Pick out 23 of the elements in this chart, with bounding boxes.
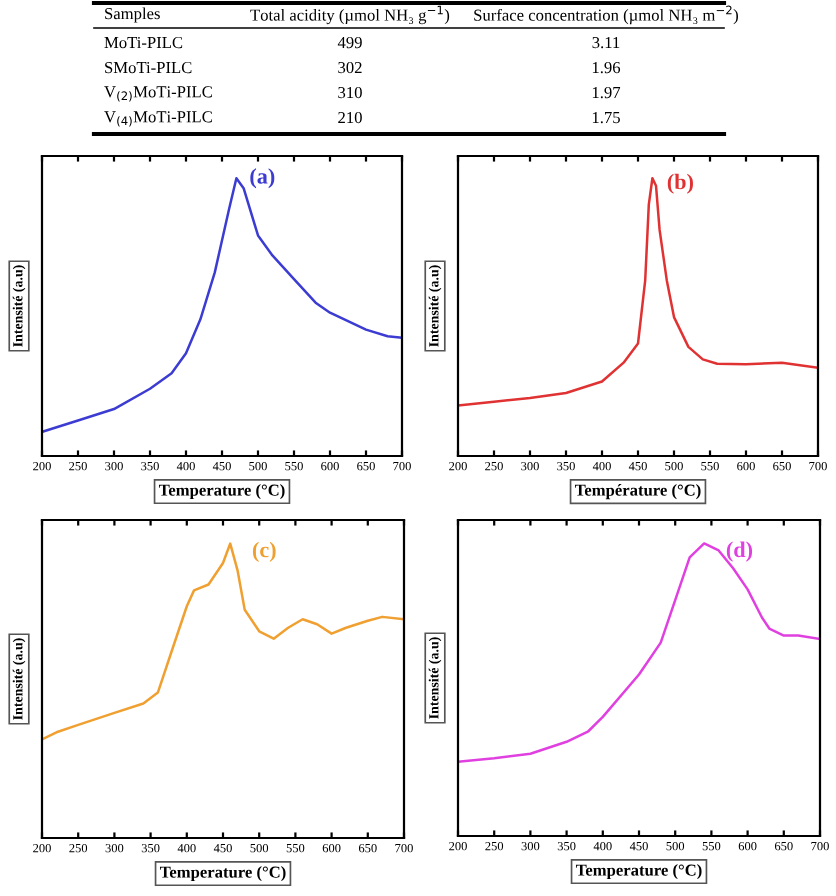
text: Total acidity (µmol NH₃ g$^{−1}$) — [250, 5, 450, 25]
text: 1.75 — [592, 112, 620, 124]
text: Surface concentration (µmol NH₃ m$^{−2}$) — [474, 5, 738, 25]
annotation: (b) — [667, 173, 693, 194]
text: 210 — [338, 111, 362, 124]
text: SMoTi-PILC — [105, 61, 192, 74]
text: V$_{(2)}$MoTi-PILC — [104, 86, 212, 102]
text: MoTi-PILC — [104, 36, 183, 49]
text: Samples — [105, 7, 160, 23]
text: 310 — [338, 86, 362, 99]
x-axis-title: Temperature (°C) — [158, 484, 285, 500]
x-axis-title: Température (°C) — [574, 484, 701, 500]
x-axis-title: Temperature (°C) — [575, 864, 702, 880]
text: V$_{(4)}$MoTi-PILC — [104, 111, 212, 127]
text: 302 — [338, 61, 362, 74]
text: 3.11 — [592, 36, 620, 49]
annotation: (a) — [250, 168, 275, 189]
annotation: (d) — [726, 541, 753, 562]
text: 499 — [337, 36, 362, 49]
x-axis-title: Temperature (°C) — [159, 866, 286, 882]
text: 1.97 — [592, 86, 621, 99]
text: 1.96 — [592, 61, 621, 74]
annotation: (c) — [252, 541, 276, 562]
